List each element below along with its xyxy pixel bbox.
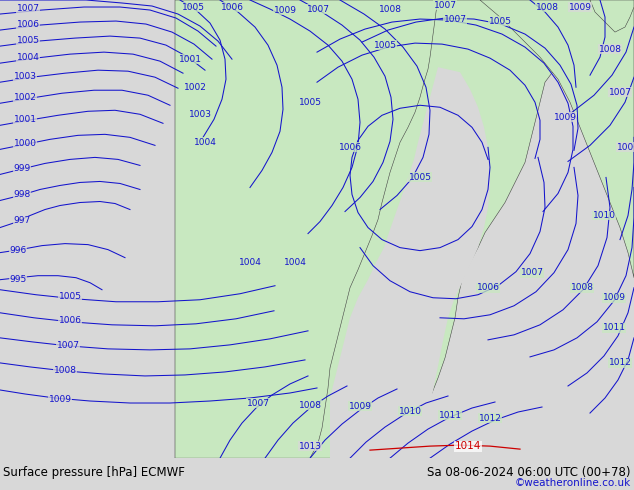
Text: 1001: 1001 (179, 55, 202, 64)
Text: 1004: 1004 (16, 52, 39, 62)
Text: 1002: 1002 (13, 93, 36, 102)
Text: 1006: 1006 (616, 143, 634, 152)
Text: 1012: 1012 (609, 358, 631, 368)
Text: 1013: 1013 (299, 441, 321, 451)
Text: 1009: 1009 (48, 394, 72, 403)
Text: 1007: 1007 (434, 0, 456, 9)
Text: 1012: 1012 (479, 414, 501, 422)
Text: Sa 08-06-2024 06:00 UTC (00+78): Sa 08-06-2024 06:00 UTC (00+78) (427, 466, 631, 479)
Text: 1008: 1008 (571, 283, 593, 292)
Text: Surface pressure [hPa] ECMWF: Surface pressure [hPa] ECMWF (3, 466, 185, 479)
Text: 1009: 1009 (569, 2, 592, 12)
Text: 997: 997 (13, 216, 30, 225)
Text: 1007: 1007 (444, 15, 467, 24)
Text: 1011: 1011 (439, 411, 462, 419)
Text: 1001: 1001 (13, 115, 37, 124)
Text: 1008: 1008 (53, 367, 77, 375)
Text: 1005: 1005 (299, 98, 321, 107)
Text: 1009: 1009 (273, 5, 297, 15)
Text: 1006: 1006 (16, 20, 39, 28)
Text: 1005: 1005 (408, 173, 432, 182)
Text: 1010: 1010 (399, 407, 422, 416)
Text: 1004: 1004 (238, 258, 261, 267)
Text: 1003: 1003 (13, 72, 37, 81)
Text: 1010: 1010 (593, 211, 616, 220)
Text: 1011: 1011 (602, 323, 626, 332)
Text: 1009: 1009 (602, 293, 626, 302)
Text: 1007: 1007 (306, 4, 330, 14)
Text: 1006: 1006 (339, 143, 361, 152)
Text: 1007: 1007 (16, 3, 39, 13)
Text: 1009: 1009 (553, 113, 576, 122)
Text: 996: 996 (10, 246, 27, 255)
Text: 999: 999 (13, 164, 30, 173)
Text: 1006: 1006 (58, 317, 82, 325)
Text: 1000: 1000 (13, 139, 37, 148)
Polygon shape (590, 0, 634, 32)
Text: 1014: 1014 (455, 441, 481, 451)
Polygon shape (175, 0, 438, 458)
Polygon shape (330, 67, 490, 458)
Text: 1005: 1005 (58, 292, 82, 301)
Text: 1005: 1005 (16, 36, 39, 45)
Text: 1006: 1006 (477, 283, 500, 292)
Text: 1007: 1007 (521, 268, 543, 277)
Text: 995: 995 (10, 275, 27, 284)
Text: 998: 998 (13, 190, 30, 199)
Text: 1008: 1008 (536, 2, 559, 12)
Polygon shape (480, 0, 634, 278)
Text: 1005: 1005 (489, 17, 512, 25)
Text: 1007: 1007 (609, 88, 631, 97)
Polygon shape (175, 0, 634, 458)
Text: 1002: 1002 (184, 83, 207, 92)
Text: 1004: 1004 (283, 258, 306, 267)
Text: 1008: 1008 (378, 4, 401, 14)
Text: 1008: 1008 (598, 45, 621, 53)
Text: 1007: 1007 (247, 398, 269, 408)
Text: 1005: 1005 (373, 41, 396, 49)
Text: 1003: 1003 (188, 110, 212, 119)
Text: 1004: 1004 (193, 138, 216, 147)
Text: 1009: 1009 (349, 401, 372, 411)
Text: 1008: 1008 (299, 400, 321, 410)
Text: 1005: 1005 (181, 2, 205, 12)
Text: ©weatheronline.co.uk: ©weatheronline.co.uk (515, 478, 631, 489)
Text: 1006: 1006 (221, 2, 243, 12)
Text: 1007: 1007 (56, 342, 79, 350)
